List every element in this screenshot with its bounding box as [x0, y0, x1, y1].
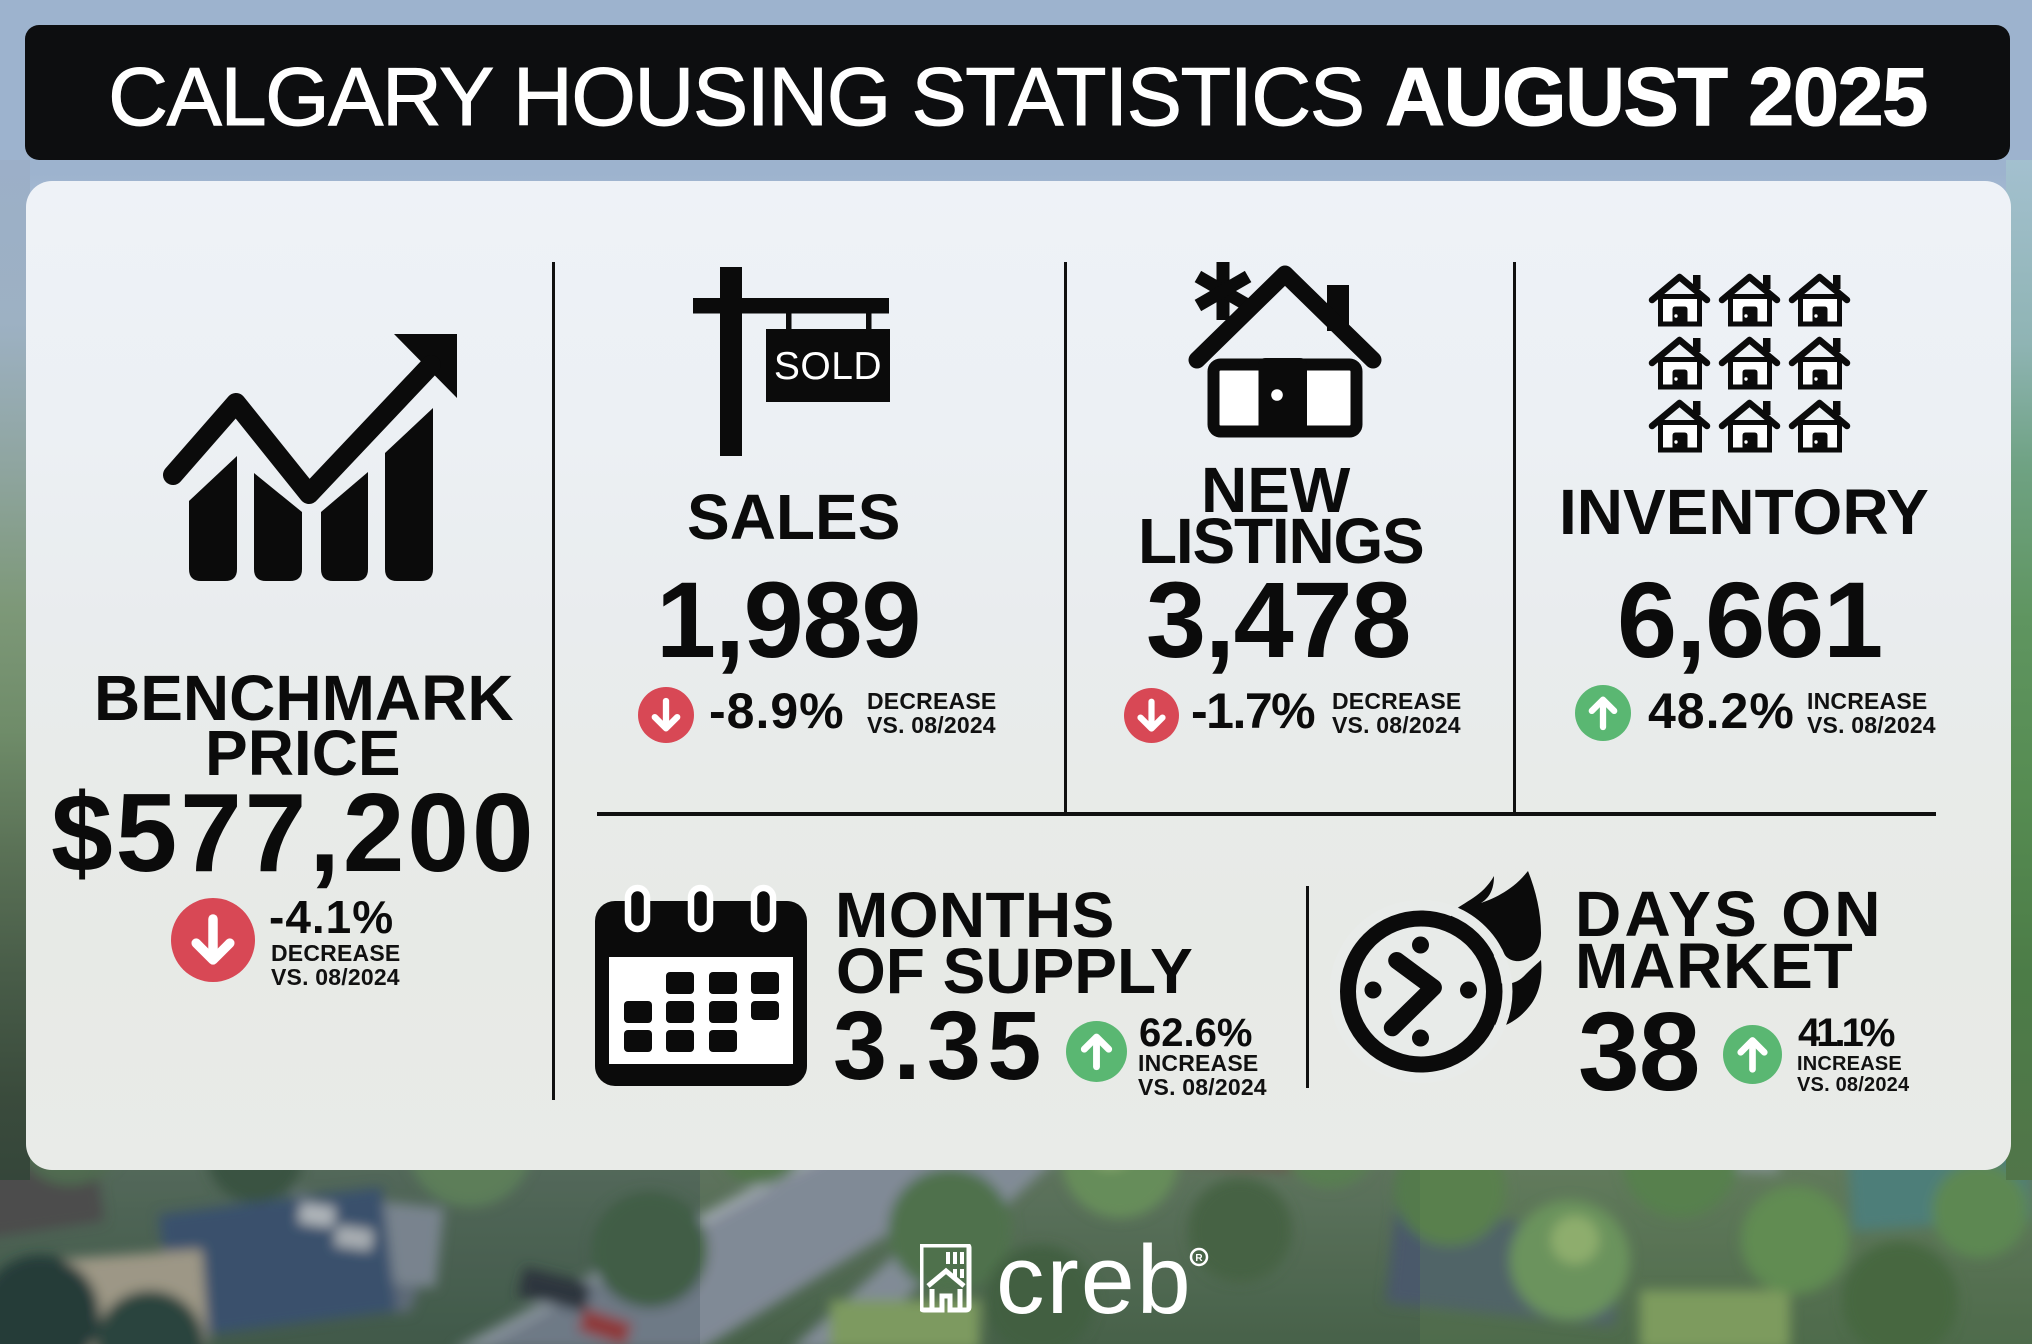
- svg-text:SOLD: SOLD: [774, 345, 882, 388]
- svg-text:R: R: [1195, 1253, 1203, 1264]
